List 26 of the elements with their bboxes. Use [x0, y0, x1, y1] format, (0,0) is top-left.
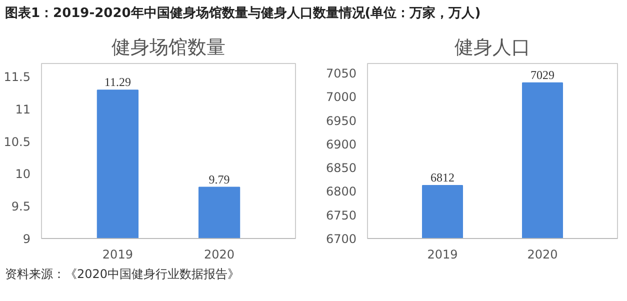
- chart-title: 健身场馆数量: [112, 36, 226, 58]
- y-tick-label: 7000: [326, 90, 357, 104]
- text: 资料来源：《2020中国健身行业数据报告》: [5, 266, 240, 283]
- y-tick-label: 9.5: [11, 199, 31, 214]
- x-tick-label: 2019: [427, 247, 458, 262]
- x-tick-label: 2019: [102, 247, 133, 262]
- x-tick-label: 2020: [204, 247, 235, 262]
- y-tick-label: 6750: [326, 208, 357, 222]
- y-tick-label: 10: [15, 166, 31, 181]
- data-label: 6812: [430, 170, 454, 184]
- y-tick-label: 6800: [326, 184, 357, 198]
- data-label: 11.29: [104, 74, 131, 89]
- text: 图表1：2019-2020年中国健身场馆数量与健身人口数量情况(单位：万家，万人): [5, 5, 481, 23]
- data-label: 9.79: [208, 172, 230, 186]
- y-tick-label: 11.5: [4, 70, 30, 84]
- y-tick-label: 6900: [326, 136, 357, 151]
- data-label: 7029: [530, 67, 554, 82]
- y-tick-label: 6950: [326, 113, 357, 128]
- y-tick-label: 10.5: [4, 134, 30, 148]
- y-tick-label: 11: [15, 102, 31, 116]
- y-tick-label: 7050: [326, 66, 357, 80]
- x-tick-label: 2020: [527, 247, 558, 262]
- y-tick-label: 9: [22, 232, 31, 246]
- y-tick-label: 6850: [326, 160, 357, 175]
- y-tick-label: 6700: [326, 232, 357, 246]
- chart-title: 健身人口: [454, 36, 530, 58]
